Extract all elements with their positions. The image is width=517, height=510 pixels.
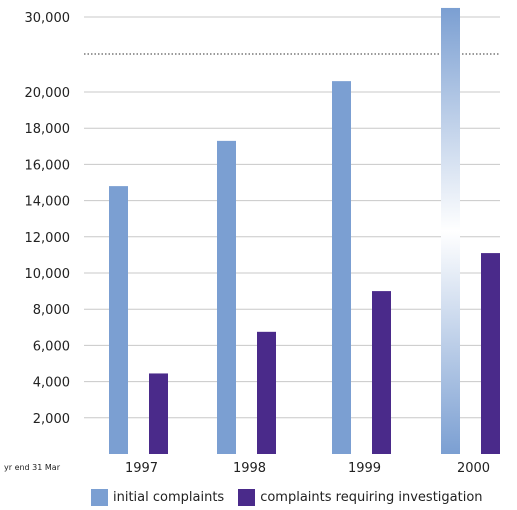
legend-label-initial-complaints: initial complaints [113,489,225,505]
axis-note: yr end 31 Mar [4,463,61,472]
legend-item-complaints-requiring-investigation: complaints requiring investigation [238,488,483,506]
x-category-label-1997: 1997 [125,461,158,476]
y-tick-label-16000: 16,000 [25,158,71,173]
y-tick-label-6000: 6,000 [33,339,70,354]
y-axis-ticks: 2,000 4,000 6,000 8,000 10,000 12,000 14,000 16… [25,11,71,427]
legend-label-complaints-requiring-investigation: complaints requiring investigation [260,489,483,505]
bar-initial-complaints-2000 [441,7,460,454]
y-tick-label-10000: 10,000 [25,267,71,282]
bars [109,7,500,454]
legend: initial complaints complaints requiring … [91,487,497,507]
bar-initial-complaints-1998 [217,140,236,454]
x-category-label-1999: 1999 [348,461,381,476]
y-tick-label-14000: 14,000 [25,195,71,210]
bar-complaints-requiring-investigation-2000 [481,253,500,454]
legend-swatch-complaints-requiring-investigation [238,488,256,506]
y-tick-label-18000: 18,000 [25,122,71,137]
y-tick-label-12000: 12,000 [25,231,71,246]
y-tick-label-4000: 4,000 [33,376,70,391]
y-tick-label-2000: 2,000 [33,412,70,427]
bar-initial-complaints-1997 [109,186,128,454]
gridlines [84,16,500,419]
y-tick-label-20000: 20,000 [25,86,71,101]
legend-item-initial-complaints: initial complaints [91,488,225,506]
bar-complaints-requiring-investigation-1997 [149,373,168,454]
bar-chart: 2,000 4,000 6,000 8,000 10,000 12,000 14,000 16… [4,7,500,476]
x-category-label-2000: 2000 [457,461,490,476]
bar-complaints-requiring-investigation-1998 [257,331,276,454]
legend-swatch-initial-complaints [91,488,108,506]
bar-complaints-requiring-investigation-1999 [372,291,391,454]
y-tick-label-8000: 8,000 [33,303,70,318]
x-category-label-1998: 1998 [233,461,266,476]
x-axis-categories: 1997 1998 1999 2000 [125,461,490,476]
bar-initial-complaints-1999 [332,81,351,454]
y-tick-label-30000: 30,000 [25,11,71,26]
